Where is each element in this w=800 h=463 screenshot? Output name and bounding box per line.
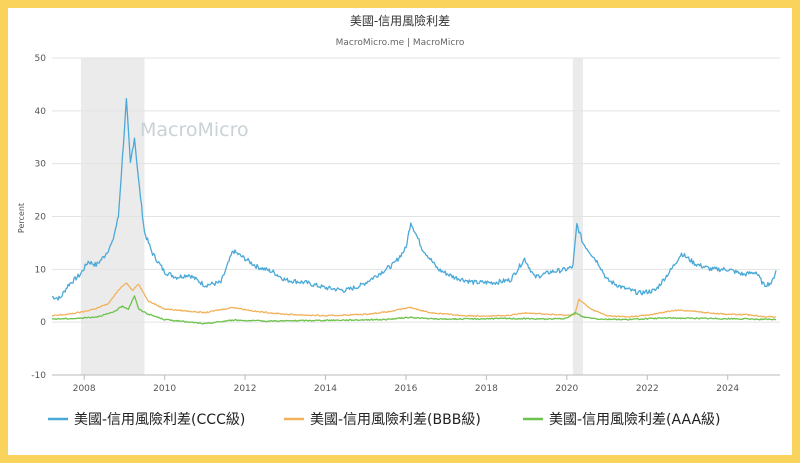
y-tick-label: 30 — [35, 160, 47, 170]
legend-item-3[interactable]: 美國-信用風險利差(AAA級) — [549, 412, 721, 428]
x-tick-label: 2024 — [716, 384, 739, 394]
y-tick-label: 10 — [35, 265, 47, 275]
x-tick-label: 2008 — [73, 384, 96, 394]
y-tick-label: -10 — [31, 371, 46, 381]
series-line-3 — [51, 295, 777, 325]
y-tick-label: 20 — [35, 213, 47, 223]
line-chart: MacroMicro 美國-信用風險利差 MacroMicro.me | Mac… — [17, 13, 780, 428]
chart-title: 美國-信用風險利差 — [350, 13, 450, 28]
x-tick-label: 2012 — [234, 384, 257, 394]
x-tick-label: 2010 — [153, 384, 176, 394]
x-tick-label: 2014 — [314, 384, 337, 394]
legend[interactable]: 美國-信用風險利差(CCC級) 美國-信用風險利差(BBB級) 美國-信用風險利差(… — [48, 412, 721, 428]
x-tick-label: 2018 — [475, 384, 498, 394]
watermark-text: MacroMicro — [140, 119, 249, 141]
y-tick-label: 40 — [35, 107, 47, 117]
x-tick-label: 2020 — [555, 384, 578, 394]
gridlines — [52, 57, 780, 376]
series-line-1 — [51, 97, 777, 301]
x-tick-label: 2016 — [394, 384, 417, 394]
chart-card: MacroMicro 美國-信用風險利差 MacroMicro.me | Mac… — [8, 8, 792, 455]
series-line-2 — [51, 282, 777, 319]
series-lines — [51, 97, 777, 325]
y-tick-label: 50 — [35, 54, 47, 64]
y-axis-ticks: -10 0 10 20 30 40 50 — [31, 54, 46, 381]
x-tick-label: 2022 — [636, 384, 659, 394]
y-tick-label: 0 — [40, 318, 46, 328]
x-axis-ticks: 2008 2010 2012 2014 2016 2018 2020 2022 2024 — [52, 374, 780, 394]
legend-item-2[interactable]: 美國-信用風險利差(BBB級) — [310, 412, 481, 428]
chart-subtitle: MacroMicro.me | MacroMicro — [336, 38, 465, 48]
y-axis-label: Percent — [17, 203, 26, 233]
legend-item-1[interactable]: 美國-信用風險利差(CCC級) — [74, 412, 245, 428]
